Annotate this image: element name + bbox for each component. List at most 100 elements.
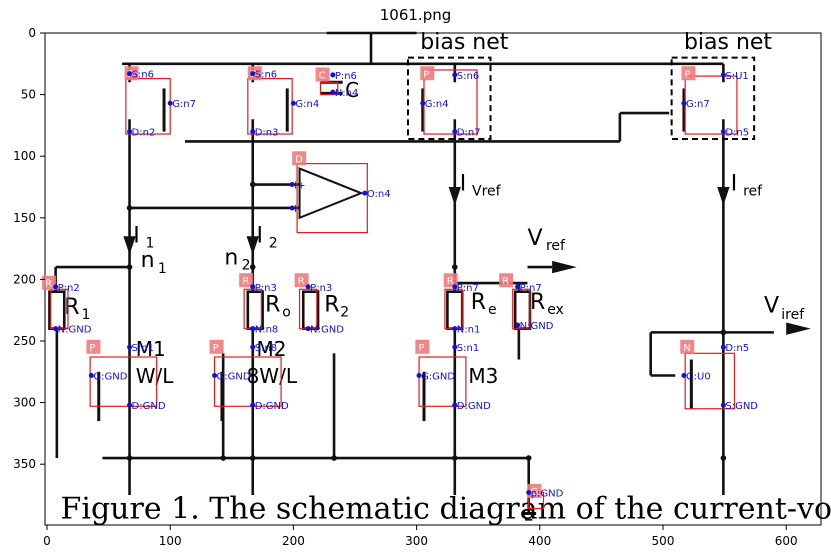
tag-label-11: P [89, 343, 95, 354]
resistor-label-1: 1 [81, 307, 90, 323]
pin-dot-10 [452, 129, 458, 135]
y-tick-label-2: 100 [13, 149, 36, 163]
pin-dot-36 [720, 344, 726, 350]
junction-dot-4 [451, 264, 458, 270]
detection-box-13 [418, 356, 467, 407]
detection-box-14 [684, 352, 736, 410]
figure-caption: Figure 1. The schematic diagram of the c… [61, 491, 831, 526]
current-label-1: 1 [146, 235, 155, 251]
pin-label-8: S:n6 [457, 71, 479, 82]
pin-dot-6 [330, 72, 336, 78]
x-tick-label-1: 100 [159, 534, 182, 548]
current-label-2: I [256, 223, 263, 248]
tag-box-4 [681, 66, 696, 81]
pin-label-16: O:n4 [367, 189, 391, 200]
resistor-label-9: ex [547, 302, 564, 318]
detection-box-1 [247, 77, 293, 135]
y-tick-label-0: 0 [28, 26, 36, 40]
pin-dot-15 [289, 205, 295, 211]
current-arrow-1 [246, 236, 259, 255]
y-tick-label-6: 300 [13, 396, 36, 410]
pin-label-17: P:n2 [58, 283, 80, 294]
pin-label-5: D:n3 [255, 128, 279, 139]
pin-label-33: S:n1 [457, 343, 479, 354]
tag-label-15: G [530, 487, 538, 498]
pin-label-0: S:n6 [132, 70, 154, 81]
tag-label-5: D [295, 154, 303, 165]
tag-label-13: P [418, 343, 424, 354]
current-label-4: I [460, 172, 467, 197]
node-label-2: n [224, 246, 238, 271]
pin-label-13: D:n5 [725, 128, 749, 139]
node-label-0: n [141, 248, 155, 273]
pin-dot-32 [250, 402, 256, 408]
resistor-label-3: o [282, 304, 291, 320]
tag-label-8: R [298, 276, 305, 287]
pin-label-24: N:n1 [457, 325, 481, 336]
pin-label-34: G:GND [421, 371, 455, 382]
figure-title: 1061.png [379, 6, 452, 24]
pin-dot-11 [720, 72, 726, 78]
pin-dot-38 [720, 402, 726, 408]
y-tick-label-1: 50 [21, 88, 36, 102]
x-tick-label-0: 0 [43, 534, 51, 548]
pin-label-20: N:n8 [255, 325, 279, 336]
tag-box-3 [420, 66, 435, 81]
resistor-label-5: 2 [340, 304, 349, 320]
y-tick-label-7: 350 [13, 457, 36, 471]
pin-dot-1 [167, 100, 173, 106]
x-tick-label-6: 600 [775, 534, 798, 548]
pin-dot-24 [452, 326, 458, 332]
pin-label-18: N:GND [58, 325, 92, 336]
cap-label: C [345, 78, 359, 102]
bias-net-label-1: bias net [420, 30, 508, 55]
y-tick-label-3: 150 [13, 211, 36, 225]
junction-dot-12 [720, 329, 727, 336]
detection-box-5 [296, 162, 368, 234]
current-arrow-3 [717, 187, 730, 206]
detection-box-0 [125, 77, 171, 135]
pin-dot-29 [127, 402, 133, 408]
pin-dot-18 [53, 326, 59, 332]
voltage-label-0: V [527, 226, 542, 251]
x-tick-label-5: 500 [652, 534, 675, 548]
tag-box-6 [42, 275, 57, 290]
y-tick-label-5: 250 [13, 334, 36, 348]
tag-label-4: P [684, 69, 690, 80]
tag-box-13 [415, 339, 430, 354]
tag-label-7: R [242, 276, 249, 287]
tag-box-7 [239, 273, 254, 288]
tag-label-2: C [319, 70, 326, 81]
pin-label-30: S:n8 [255, 343, 277, 354]
tag-box-8 [294, 273, 309, 288]
junction-dot-5 [126, 455, 133, 461]
pin-label-32: D:GND [255, 401, 289, 412]
pin-dot-21 [305, 284, 311, 290]
current-arrow-2 [448, 187, 461, 206]
current-label-0: I [133, 223, 140, 248]
pin-dot-27 [127, 344, 133, 350]
pin-label-7: N:n4 [335, 88, 359, 99]
junction-dot-7 [249, 455, 256, 461]
tag-label-9: R [447, 276, 454, 287]
pin-dot-7 [330, 89, 336, 95]
pin-dot-39 [526, 490, 532, 496]
junction-dot-11 [720, 455, 727, 461]
pin-dot-3 [250, 71, 256, 77]
pin-dot-22 [305, 326, 311, 332]
tag-label-14: N [683, 343, 690, 354]
pin-dot-17 [53, 284, 59, 290]
current-label-3: 2 [269, 235, 278, 251]
current-label-6: I [731, 172, 738, 197]
resistor-label-2: R [265, 292, 280, 317]
resistor-label-6: R [471, 290, 486, 315]
junction-dot-3 [249, 264, 256, 270]
pin-label-19: P:n3 [255, 283, 277, 294]
pin-label-1: G:n7 [172, 99, 196, 110]
pin-dot-30 [250, 344, 256, 350]
tag-box-9 [443, 273, 458, 288]
pin-label-37: G:U0 [686, 371, 711, 382]
pin-dot-28 [88, 372, 94, 378]
transistor-label-4: M3 [468, 364, 498, 388]
pin-label-3: S:n6 [255, 70, 277, 81]
